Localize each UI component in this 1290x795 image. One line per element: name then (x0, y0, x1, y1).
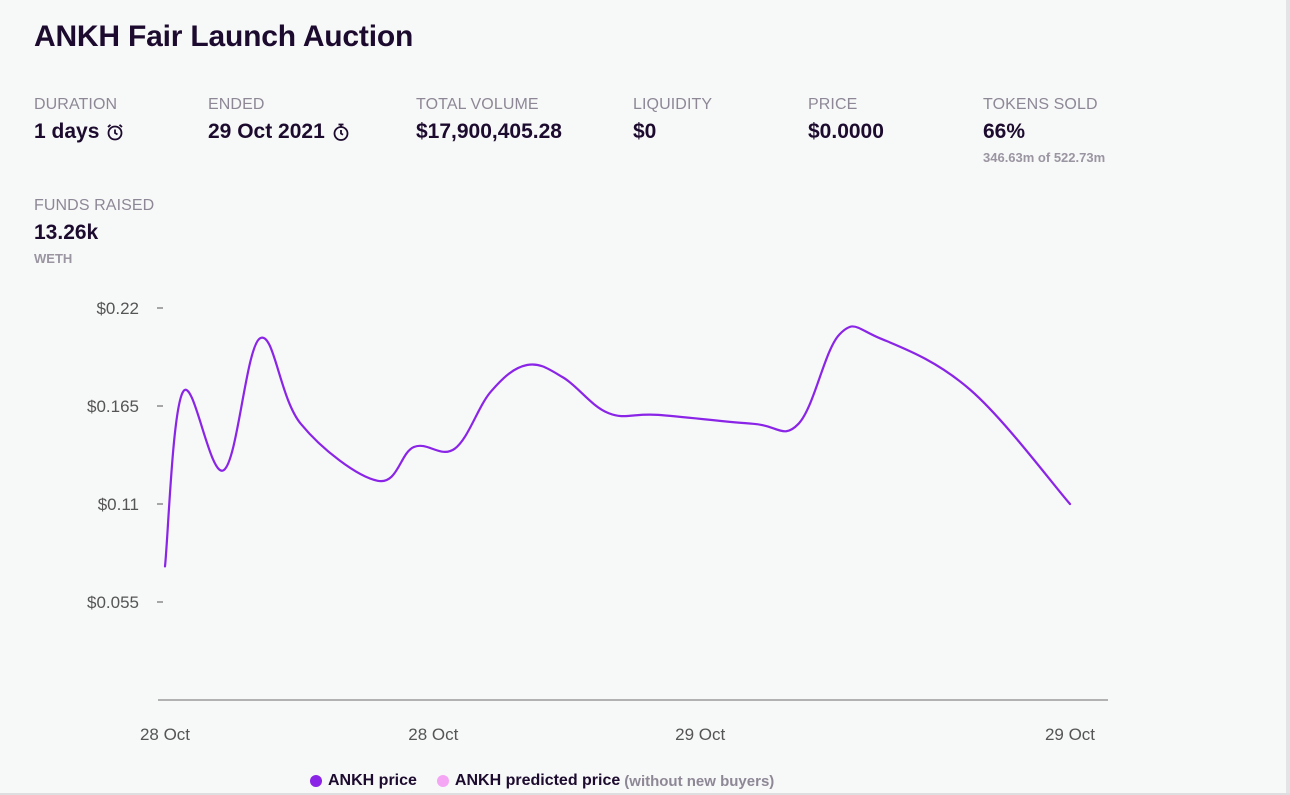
legend-dot-ankh-price (310, 775, 322, 787)
stat-total-volume: TOTAL VOLUME $17,900,405.28 (416, 96, 562, 144)
x-tick-label: 29 Oct (1045, 725, 1095, 744)
stat-ended-label: ENDED (208, 96, 265, 113)
stat-funds-raised: FUNDS RAISED 13.26k WETH (34, 197, 154, 266)
chart-legend: ANKH price ANKH predicted price (without… (310, 772, 794, 790)
x-tick-label: 29 Oct (675, 725, 725, 744)
y-tick-label: $0.055 (87, 593, 139, 612)
stat-tokens-sold-sub: 346.63m of 522.73m (983, 150, 1106, 165)
alarm-clock-icon (105, 122, 125, 142)
stat-total-volume-value: $17,900,405.28 (416, 120, 562, 143)
stat-tokens-sold-value: 66% (983, 120, 1026, 143)
stat-liquidity: LIQUIDITY $0 (633, 96, 712, 144)
stat-liquidity-value: $0 (633, 120, 657, 143)
x-tick-label: 28 Oct (140, 725, 190, 744)
stat-funds-raised-sub: WETH (34, 251, 73, 266)
stat-ended-value-row: 29 Oct 2021 (208, 120, 351, 144)
stat-funds-raised-label: FUNDS RAISED (34, 197, 155, 214)
legend-label-ankh-price: ANKH price (328, 772, 417, 789)
y-tick-label: $0.165 (87, 397, 139, 416)
stat-price: PRICE $0.0000 (808, 96, 884, 144)
stat-ended-value: 29 Oct 2021 (208, 120, 325, 143)
stat-tokens-sold: TOKENS SOLD 66% 346.63m of 522.73m (983, 96, 1105, 165)
stat-duration: DURATION 1 days (34, 96, 125, 144)
price-chart: $0.22 $0.165 $0.11 $0.055 28 Oct 28 Oct 29 Oct… (87, 299, 1108, 744)
legend-note-without-new-buyers: (without new buyers) (624, 772, 775, 790)
stat-funds-raised-value: 13.26k (34, 221, 99, 244)
page-title: ANKH Fair Launch Auction (34, 20, 414, 53)
y-tick-label: $0.11 (98, 495, 139, 514)
stat-duration-value: 1 days (34, 120, 100, 143)
stat-price-value: $0.0000 (808, 120, 884, 143)
x-tick-label: 28 Oct (408, 725, 458, 744)
stat-liquidity-label: LIQUIDITY (633, 96, 713, 113)
stat-total-volume-label: TOTAL VOLUME (416, 96, 539, 113)
stat-price-label: PRICE (808, 96, 858, 113)
page-bottom-edge (0, 793, 1290, 795)
stat-duration-value-row: 1 days (34, 120, 125, 144)
legend-dot-ankh-predicted-price (436, 775, 449, 787)
legend-label-ankh-predicted-price: ANKH predicted price (454, 772, 621, 789)
y-tick-label: $0.22 (96, 299, 139, 318)
series-line-ankh-price (163, 325, 1072, 568)
legend-item-ankh-predicted-price[interactable]: ANKH predicted price (without new buyers… (436, 772, 775, 790)
stat-duration-label: DURATION (34, 96, 118, 113)
stopwatch-icon (331, 122, 351, 142)
page-right-edge (1286, 0, 1290, 795)
stat-tokens-sold-label: TOKENS SOLD (983, 96, 1098, 113)
stat-ended: ENDED 29 Oct 2021 (208, 96, 351, 144)
legend-item-ankh-price[interactable]: ANKH price (310, 772, 417, 790)
